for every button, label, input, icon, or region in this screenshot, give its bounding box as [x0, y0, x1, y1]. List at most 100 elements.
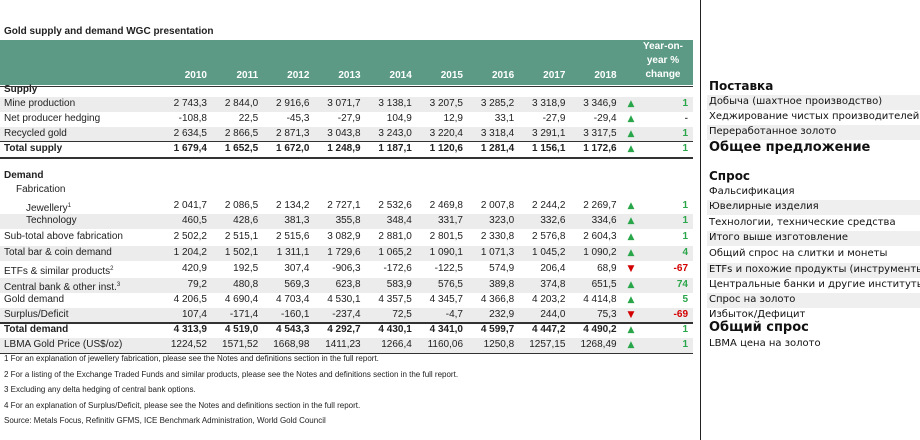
footnote: 1 For an explanation of jewellery fabric… [4, 354, 379, 363]
trend-arrow: ▲ [627, 248, 635, 258]
footnote-ref: 1 [67, 203, 72, 209]
year-header: 2012 [287, 70, 310, 81]
cell-value: 2 244,2 [532, 200, 566, 211]
cell-value: 1571,52 [222, 339, 259, 350]
cell-value: 2 844,0 [224, 98, 259, 109]
title: Gold supply and demand WGC presentation [4, 26, 214, 37]
cell-value: 2 866,5 [224, 128, 259, 139]
row-label: Gold demand [4, 294, 65, 305]
cell-value: 2 801,5 [429, 231, 463, 242]
cell-value: 104,9 [386, 113, 412, 124]
cell-value: 2 469,8 [429, 200, 463, 211]
cell-value: 348,4 [386, 215, 412, 226]
cell-value: 2 515,6 [276, 231, 310, 242]
cell-value: -29,4 [593, 113, 617, 124]
cell-value: 3 346,9 [583, 98, 617, 109]
row-band [0, 127, 693, 142]
translation: Ювелирные изделия [709, 201, 819, 212]
cell-value: 79,2 [187, 279, 207, 290]
translation: Центральные банки и другие институты [709, 279, 920, 290]
footnote: Source: Metals Focus, Refinitiv GFMS, IC… [4, 416, 326, 425]
cell-value: 33,1 [494, 113, 515, 124]
cell-value: 420,9 [181, 263, 207, 274]
cell-value: 2 743,3 [173, 98, 207, 109]
cell-value: 4 203,2 [532, 294, 566, 305]
row-label: Jewellery1 [26, 203, 72, 214]
cell-value: 2 532,6 [378, 200, 412, 211]
cell-value: 4 690,4 [224, 294, 259, 305]
cell-value: 2 881,0 [378, 231, 412, 242]
trend-arrow: ▲ [627, 232, 635, 242]
trend-arrow: ▲ [627, 201, 635, 211]
cell-value: 107,4 [181, 309, 207, 320]
cell-value: -171,4 [229, 309, 259, 320]
cell-value: -122,5 [434, 263, 463, 274]
translation: Переработанное золото [709, 126, 837, 137]
change-value: 1 [682, 231, 688, 242]
cell-value: 22,5 [238, 113, 259, 124]
divider [700, 0, 701, 440]
translation: Добыча (шахтное производство) [709, 96, 883, 107]
cell-value: 460,5 [181, 215, 207, 226]
row-label: Fabrication [16, 184, 66, 195]
cell-value: 1 120,6 [429, 143, 463, 154]
cell-value: 4 341,0 [429, 324, 463, 335]
change-value: 1 [682, 324, 688, 335]
trend-arrow: ▲ [627, 114, 635, 124]
cell-value: 2 134,2 [276, 200, 310, 211]
row-band [0, 97, 693, 112]
cell-value: 331,7 [437, 215, 463, 226]
rule [0, 86, 693, 87]
cell-value: 4 703,4 [276, 294, 310, 305]
rule [0, 353, 693, 354]
cell-value: 480,8 [233, 279, 259, 290]
cell-value: 2 269,7 [583, 200, 617, 211]
cell-value: 2 871,3 [276, 128, 310, 139]
year-header: 2016 [491, 70, 515, 81]
cell-value: 3 243,0 [378, 128, 412, 139]
cell-value: 192,5 [233, 263, 259, 274]
cell-value: 3 291,1 [532, 128, 566, 139]
cell-value: 3 285,2 [480, 98, 515, 109]
cell-value: 68,9 [597, 263, 617, 274]
cell-value: 1 281,4 [480, 143, 515, 154]
cell-value: 623,8 [335, 279, 361, 290]
cell-value: 4 292,7 [327, 324, 361, 335]
cell-value: 12,9 [443, 113, 463, 124]
row-label: Technology [26, 215, 77, 226]
row-label: Central bank & other inst.3 [4, 282, 121, 293]
cell-value: -172,6 [383, 263, 412, 274]
trend-arrow: ▲ [627, 99, 635, 109]
cell-value: -108,8 [178, 113, 207, 124]
cell-value: 1411,23 [325, 339, 361, 350]
cell-value: 2 330,8 [480, 231, 515, 242]
cell-value: 4 543,3 [276, 324, 310, 335]
cell-value: 1 065,2 [378, 247, 412, 258]
row-label: Total demand [4, 324, 69, 335]
cell-value: 574,9 [489, 263, 515, 274]
cell-value: 1160,06 [427, 339, 463, 350]
cell-value: 4 447,2 [532, 324, 566, 335]
cell-value: 2 916,6 [276, 98, 310, 109]
change-value: 1 [682, 339, 688, 350]
translation-band [707, 125, 920, 140]
translation-band [707, 293, 920, 308]
translation-band [707, 200, 920, 215]
change-value: - [684, 113, 688, 124]
cell-value: 569,3 [284, 279, 310, 290]
trend-arrow: ▼ [627, 264, 635, 274]
cell-value: 583,9 [386, 279, 412, 290]
year-header: 2017 [543, 70, 566, 81]
translation-band [707, 231, 920, 246]
cell-value: 4 430,1 [378, 324, 412, 335]
cell-value: 1257,15 [529, 339, 566, 350]
trend-arrow: ▲ [627, 129, 635, 139]
translation: Общий спрос [709, 320, 809, 335]
row-label: Net producer hedging [4, 113, 101, 124]
translation: Общий спрос на слитки и монеты [709, 248, 888, 259]
translation: Общее предложение [709, 140, 871, 155]
change-value: 1 [682, 128, 688, 139]
cell-value: 576,5 [437, 279, 463, 290]
trend-arrow: ▼ [627, 310, 635, 320]
rule [0, 141, 693, 142]
